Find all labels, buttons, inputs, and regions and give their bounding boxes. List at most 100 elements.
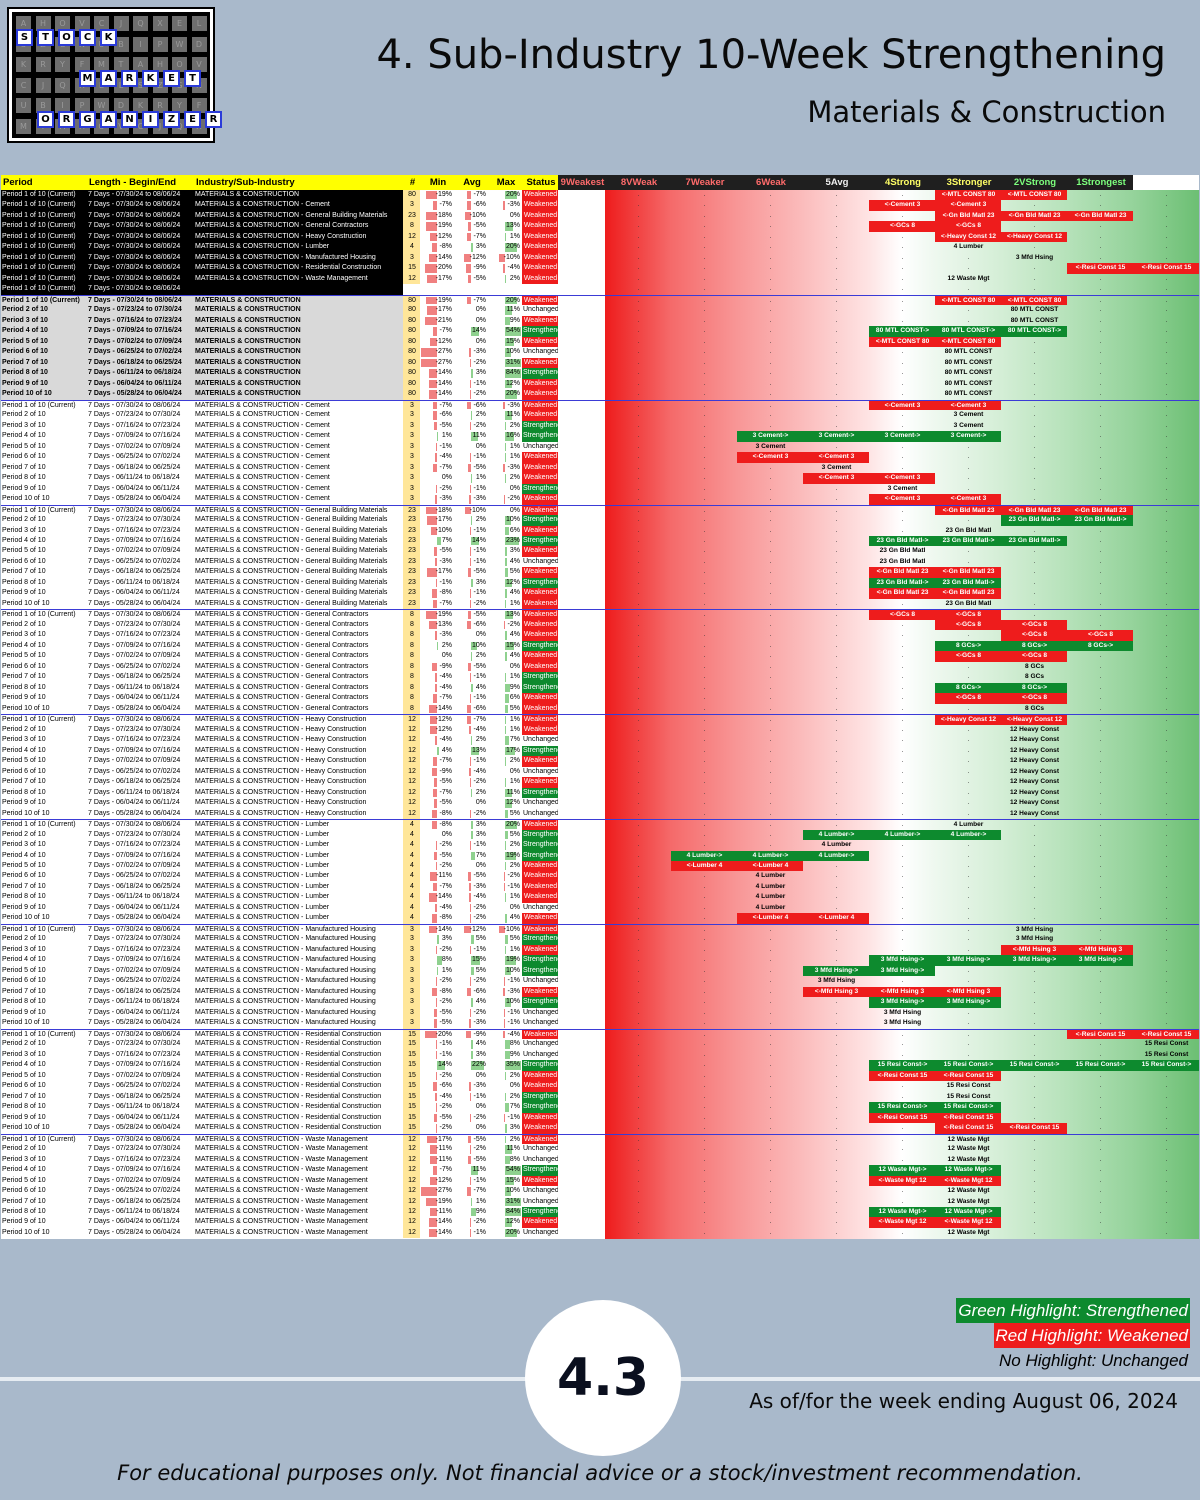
strength-cell: 12 Heavy Const <box>1001 788 1067 798</box>
status-cell: Weakened <box>522 190 558 201</box>
industry-cell: MATERIALS & CONSTRUCTION - General Build… <box>194 546 403 557</box>
count-cell: 3 <box>403 483 420 495</box>
cell-text: 7 Days - 07/16/24 to 07/23/24 <box>88 631 181 639</box>
col-header: Avg <box>454 175 488 190</box>
cell-text: -1% <box>473 757 486 765</box>
strength-cell: . <box>1033 1135 1036 1143</box>
cell-text: Period 6 of 10 <box>2 1187 46 1195</box>
strength-cell: <-Gn Bld Matl 23 <box>935 210 1001 222</box>
strength-label: 3 Mfd Hsing-> <box>1012 956 1057 964</box>
strength-cell: . <box>1033 390 1036 398</box>
strength-cell: . <box>835 568 838 576</box>
industry-cell: MATERIALS & CONSTRUCTION - General Build… <box>194 210 403 222</box>
strength-cell: . <box>901 673 904 681</box>
length-cell: 7 Days - 05/28/24 to 06/04/24 <box>87 598 194 610</box>
status-cell: Weakened <box>522 881 558 893</box>
value-bar <box>467 201 471 210</box>
cell-text: -4% <box>507 264 520 272</box>
cell-text: 15% <box>471 956 486 964</box>
cell-text: -5% <box>439 547 452 555</box>
max-cell: 6% <box>488 525 522 536</box>
strength-cell: . <box>901 925 904 933</box>
cell-text: 8 <box>410 631 414 639</box>
strength-label: <-Cement 3 <box>884 401 921 409</box>
cell-text: -27% <box>435 348 452 356</box>
strength-cell: . <box>1099 1103 1102 1111</box>
max-cell: -10% <box>488 252 522 264</box>
cell-text: Unchanged <box>523 1197 558 1205</box>
industry-cell: MATERIALS & CONSTRUCTION - Residential C… <box>194 1039 403 1050</box>
value-bar <box>471 966 474 976</box>
strength-label: 80 MTL CONST <box>1010 306 1059 314</box>
cell-text: Period 2 of 10 <box>2 935 46 943</box>
strength-cell: . <box>1099 1145 1102 1153</box>
cell-text: Period 1 of 10 (Current) <box>2 232 76 240</box>
avg-cell: 4% <box>454 1039 488 1050</box>
value-bar <box>431 767 437 777</box>
count-cell: 80 <box>403 336 420 348</box>
cell-text: -7% <box>439 201 452 209</box>
status-cell: Unchanged <box>522 798 558 809</box>
value-bar <box>463 925 471 934</box>
strength-label: <-Resi Const 15 <box>1141 264 1192 272</box>
industry-cell: MATERIALS & CONSTRUCTION - Heavy Constru… <box>194 231 403 243</box>
strength-cell: . <box>1033 1197 1036 1205</box>
value-bar <box>437 956 442 965</box>
cell-text: MATERIALS & CONSTRUCTION - General Build… <box>195 536 388 544</box>
strength-cell: . <box>1099 830 1102 838</box>
cell-text: -3% <box>507 987 520 995</box>
cell-text: -3% <box>439 495 452 503</box>
industry-cell: MATERIALS & CONSTRUCTION - Lumber <box>194 242 403 253</box>
strength-cell: . <box>769 1092 772 1100</box>
length-cell: 7 Days - 07/09/24 to 07/16/24 <box>87 431 194 442</box>
cell-text: 8 <box>410 222 414 230</box>
strength-cell: . <box>703 611 706 619</box>
min-cell: -12% <box>420 1175 454 1187</box>
strength-cell: . <box>1099 977 1102 985</box>
strength-cell: . <box>637 893 640 901</box>
value-bar <box>434 683 437 693</box>
cell-text: -3% <box>473 348 486 356</box>
period-cell: Period 3 of 10 <box>1 735 87 746</box>
value-bar <box>469 977 471 986</box>
cell-text: 3% <box>475 578 486 586</box>
avg-cell: -2% <box>454 1007 488 1019</box>
strength-cell: . <box>703 1197 706 1205</box>
table-row: Period 2 of 10 7 Days - 07/23/24 to 07/30… <box>1 1144 1199 1155</box>
strength-cell: . <box>703 547 706 555</box>
value-bar <box>435 862 437 871</box>
period-cell: Period 6 of 10 <box>1 1081 87 1092</box>
cell-text: 7 Days - 07/16/24 to 07/23/24 <box>88 316 182 324</box>
strength-label: 12 Waste Mgt <box>947 1135 990 1143</box>
length-cell: 7 Days - 06/25/24 to 07/02/24 <box>87 871 194 882</box>
strength-cell: . <box>703 736 706 744</box>
strength-label: 15 Resi Const-> <box>1009 1061 1060 1069</box>
strength-cell: . <box>1033 547 1036 555</box>
logo-tile: H <box>152 57 168 72</box>
cell-text: 7 Days - 07/09/24 to 07/16/24 <box>88 327 182 335</box>
strength-cell: . <box>1099 1207 1102 1215</box>
cell-text: -1% <box>473 453 486 461</box>
value-bar <box>471 327 480 336</box>
min-cell: -8% <box>420 820 454 830</box>
strength-label: 15 Resi Const <box>1144 1040 1189 1048</box>
count-cell: 23 <box>403 567 420 578</box>
strength-label: 15 Resi Const-> <box>877 1103 928 1111</box>
avg-cell: 0% <box>454 315 488 327</box>
length-cell: 7 Days - 07/30/24 to 08/06/24 <box>87 400 194 411</box>
logo-tile: M <box>16 118 31 134</box>
cell-text: MATERIALS & CONSTRUCTION - Cement <box>195 495 330 503</box>
strength-label: <-Waste Mgt 12 <box>944 1218 993 1226</box>
table-row: Period 2 of 10 7 Days - 07/23/24 to 07/30… <box>1 829 1199 841</box>
industry-cell: MATERIALS & CONSTRUCTION - General Build… <box>194 515 403 526</box>
count-cell: 4 <box>403 829 420 841</box>
strength-cell: . <box>835 578 838 586</box>
cell-text: Period 9 of 10 <box>2 484 46 492</box>
industry-cell: MATERIALS & CONSTRUCTION <box>194 389 403 400</box>
cell-text: 12 <box>408 1176 416 1184</box>
cell-text: Weakened <box>523 316 558 324</box>
cell-text: 23 <box>408 506 416 514</box>
cell-text: -7% <box>473 191 486 198</box>
strength-cell: . <box>901 767 904 775</box>
logo-letter: E <box>163 70 180 87</box>
